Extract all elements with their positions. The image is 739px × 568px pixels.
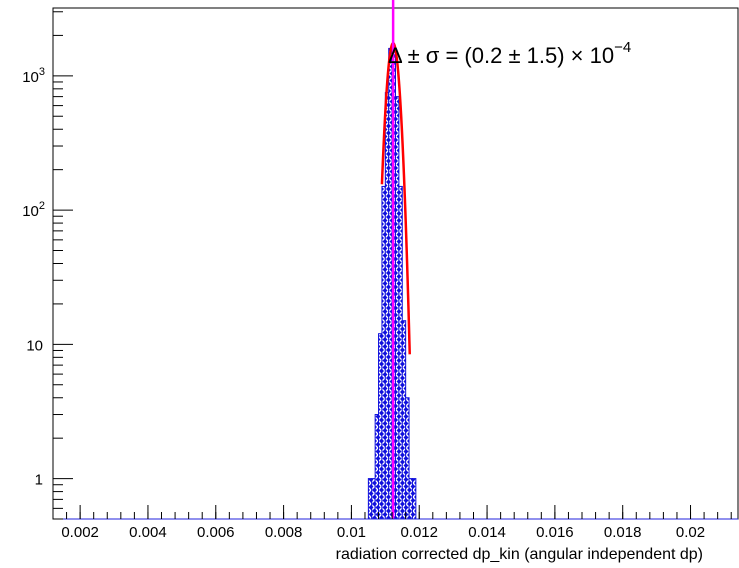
histogram-bar (367, 478, 373, 520)
histogram-bar (398, 185, 403, 520)
histogram-bar (384, 92, 390, 520)
histogram-bar (411, 478, 417, 520)
histogram-bar (381, 185, 386, 520)
x-tick-label: 0.004 (129, 524, 167, 541)
histogram-bar (405, 397, 410, 520)
fit-result-text: Δ ± σ = (0.2 ± 1.5) × 10 (388, 43, 614, 68)
histogram-bar (374, 414, 380, 520)
histogram-bar (395, 96, 400, 520)
histogram-bar (401, 320, 407, 520)
x-tick-label: 0.008 (265, 524, 303, 541)
y-tick-label: 102 (22, 200, 45, 220)
fit-result-exponent: −4 (614, 39, 631, 56)
x-tick-label: 0.002 (61, 524, 99, 541)
y-tick-label: 10 (26, 337, 43, 354)
x-tick-label: 0.016 (536, 524, 574, 541)
histogram-bar (371, 478, 376, 520)
x-tick-label: 0.01 (337, 524, 366, 541)
gaussian-fit-curve (380, 41, 411, 355)
x-tick-label: 0.018 (604, 524, 642, 541)
x-tick-label: 0.006 (197, 524, 235, 541)
x-tick-label: 0.012 (400, 524, 438, 541)
y-tick-label: 1 (35, 472, 43, 489)
x-tick-label: 0.014 (468, 524, 506, 541)
histogram-bar (388, 47, 393, 520)
x-axis-ticks: 0.002 0.004 0.006 0.008 0.01 0.012 0.014 0.016 0… (52, 505, 732, 541)
fit-result-annotation: Δ ± σ = (0.2 ± 1.5) × 10−4 (388, 39, 631, 68)
x-tick-label: 0.02 (676, 524, 705, 541)
histogram-bar (408, 478, 413, 520)
histogram-bar (378, 333, 383, 520)
y-axis-ticks: 1 10 102 103 (22, 11, 73, 520)
y-tick-label: 103 (22, 66, 45, 86)
x-axis-title: radiation corrected dp_kin (angular inde… (336, 546, 703, 563)
